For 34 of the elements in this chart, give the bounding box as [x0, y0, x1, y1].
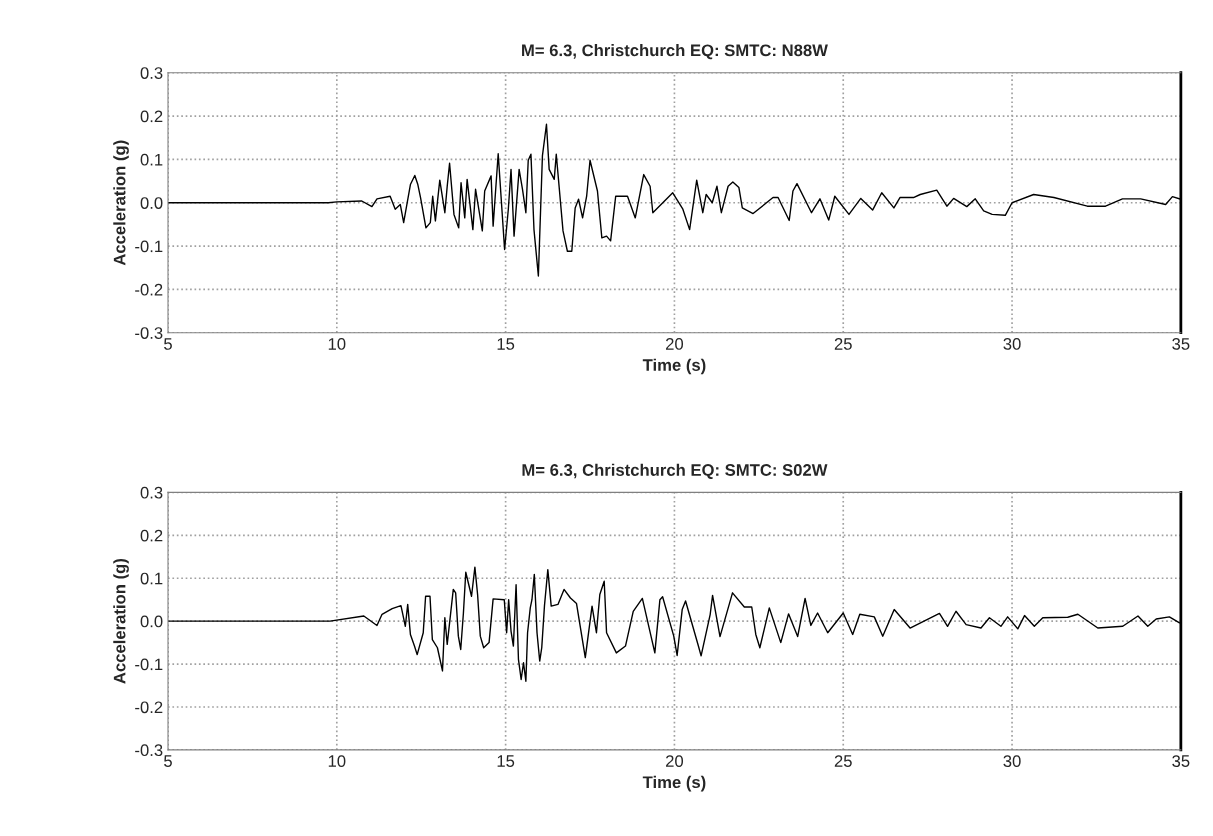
- y-axis-title: Acceleration (g): [113, 559, 129, 684]
- x-tick-label: 10: [328, 755, 346, 767]
- y-tick-label: 0.1: [140, 572, 163, 585]
- y-tick-label: 0.3: [140, 67, 163, 79]
- y-tick-label: -0.1: [135, 658, 163, 671]
- y-axis-title: Acceleration (g): [113, 140, 129, 266]
- chart-title: M= 6.3, Christchurch EQ: SMTC: N88W: [522, 43, 828, 60]
- chart-title: M= 6.3, Christchurch EQ: SMTC: S02W: [522, 463, 828, 480]
- x-axis-title: Time (s): [642, 775, 706, 792]
- x-tick-label: 30: [1003, 338, 1021, 350]
- y-tick-label: 0.2: [140, 529, 163, 542]
- x-tick-label: 15: [497, 755, 515, 767]
- x-tick-label: 20: [666, 338, 684, 350]
- x-tick-label: 35: [1172, 338, 1190, 350]
- y-tick-label: -0.1: [135, 240, 163, 253]
- x-tick-label: 35: [1172, 755, 1190, 767]
- x-axis-title: Time (s): [642, 358, 706, 375]
- y-tick-label: -0.2: [135, 283, 163, 296]
- x-tick-label: 10: [328, 338, 346, 350]
- x-tick-label: 20: [666, 755, 684, 767]
- y-tick-label: 0.2: [140, 110, 163, 123]
- x-tick-label: 15: [497, 338, 515, 350]
- x-tick-label: 30: [1003, 755, 1021, 767]
- x-tick-label: 5: [164, 338, 172, 350]
- x-tick-label: 5: [164, 755, 172, 767]
- y-tick-label: 0.0: [140, 615, 163, 628]
- y-tick-label: 0.3: [140, 486, 163, 499]
- y-tick-label: -0.2: [135, 701, 163, 714]
- x-tick-label: 25: [834, 755, 852, 767]
- y-tick-label: -0.3: [135, 327, 163, 339]
- y-tick-label: 0.1: [140, 153, 163, 166]
- x-tick-label: 25: [834, 338, 852, 350]
- y-tick-label: -0.3: [135, 744, 163, 757]
- y-tick-label: 0.0: [140, 197, 163, 209]
